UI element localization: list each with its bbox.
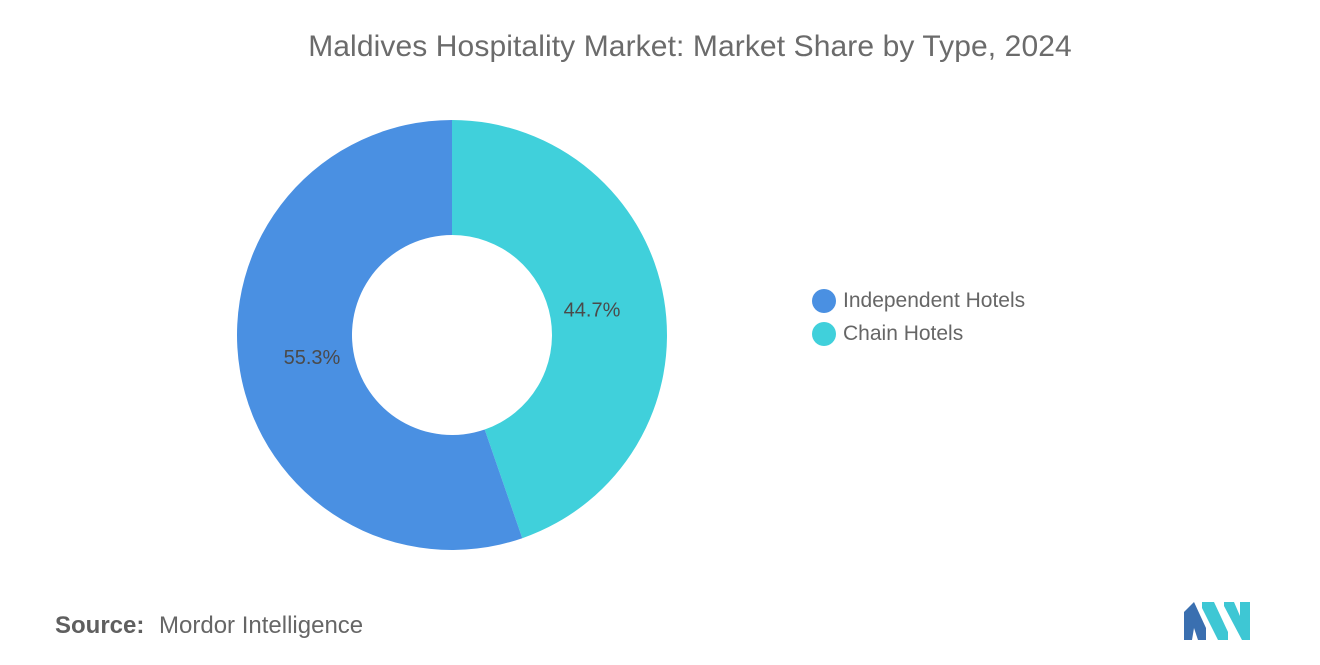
source-note: Source: Mordor Intelligence <box>55 612 363 640</box>
legend-item-independent-hotels[interactable]: Independent Hotels <box>812 284 1025 317</box>
source-text: Mordor Intelligence <box>159 612 364 639</box>
slice-label-chain-hotels: 44.7% <box>564 300 621 322</box>
legend-swatch-chain-hotels <box>812 321 836 346</box>
legend-swatch-independent-hotels <box>812 288 836 313</box>
slice-label-independent-hotels: 55.3% <box>284 347 341 369</box>
legend-label-independent-hotels: Independent Hotels <box>843 288 1026 312</box>
legend-item-chain-hotels[interactable]: Chain Hotels <box>812 317 1025 350</box>
donut-slices <box>236 120 667 551</box>
mordor-intelligence-logo-icon <box>1184 602 1250 640</box>
source-label: Source: <box>55 612 145 639</box>
chart-title: Maldives Hospitality Market: Market Shar… <box>308 30 1072 63</box>
slice-labels: 44.7% 55.3% <box>284 300 621 369</box>
slice-independent-hotels[interactable] <box>236 120 523 551</box>
legend-label-chain-hotels: Chain Hotels <box>843 321 964 345</box>
slice-chain-hotels[interactable] <box>452 120 667 539</box>
legend: Independent Hotels Chain Hotels <box>812 284 1025 350</box>
